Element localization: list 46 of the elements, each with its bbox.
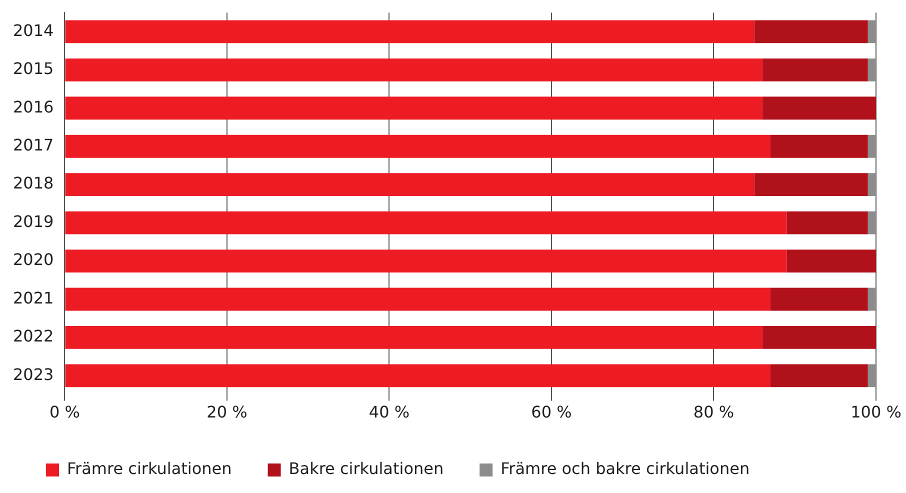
bar xyxy=(754,20,868,44)
bar xyxy=(786,250,876,272)
bar xyxy=(868,134,876,158)
bar xyxy=(65,96,762,120)
x-tick-label: 60 % xyxy=(531,402,572,422)
legend-label: Främre och bakre cirkulationen xyxy=(500,459,750,478)
bar xyxy=(762,326,876,349)
bar xyxy=(762,58,868,82)
bar xyxy=(770,364,868,388)
bar xyxy=(868,364,876,388)
bar xyxy=(868,58,876,82)
y-tick-label: 2023 xyxy=(13,364,54,384)
bar xyxy=(65,250,787,272)
legend-label: Bakre cirkulationen xyxy=(288,459,444,478)
x-tick-label: 40 % xyxy=(368,402,410,422)
bar xyxy=(770,288,868,311)
bar xyxy=(868,288,876,311)
y-tick-label: 2017 xyxy=(13,136,54,155)
x-tick-label: 80 % xyxy=(693,402,734,422)
x-tick-label: 0 % xyxy=(49,402,80,422)
bar xyxy=(65,173,754,196)
x-tick-label: 100 % xyxy=(850,402,902,422)
bar xyxy=(65,364,771,388)
y-tick-label: 2021 xyxy=(13,288,54,308)
bar xyxy=(868,173,876,196)
bar xyxy=(65,288,771,311)
x-tick-label: 20 % xyxy=(206,402,248,422)
y-tick-label: 2016 xyxy=(13,97,54,116)
y-tick-label: 2018 xyxy=(13,174,54,193)
y-tick-label: 2020 xyxy=(13,250,54,270)
legend-label: Främre cirkulationen xyxy=(67,459,232,478)
bar xyxy=(65,211,787,234)
bar xyxy=(65,20,754,44)
y-tick-label: 2022 xyxy=(13,326,54,346)
bar xyxy=(65,58,762,82)
bar xyxy=(65,134,771,158)
y-tick-label: 2019 xyxy=(13,212,54,231)
bar xyxy=(868,20,876,44)
y-tick-label: 2014 xyxy=(13,20,54,40)
bar xyxy=(868,211,876,234)
bar xyxy=(762,96,876,120)
bar xyxy=(770,134,868,158)
bar xyxy=(65,326,762,349)
y-tick-label: 2015 xyxy=(13,59,54,78)
bar xyxy=(786,211,868,234)
bar xyxy=(754,173,868,196)
